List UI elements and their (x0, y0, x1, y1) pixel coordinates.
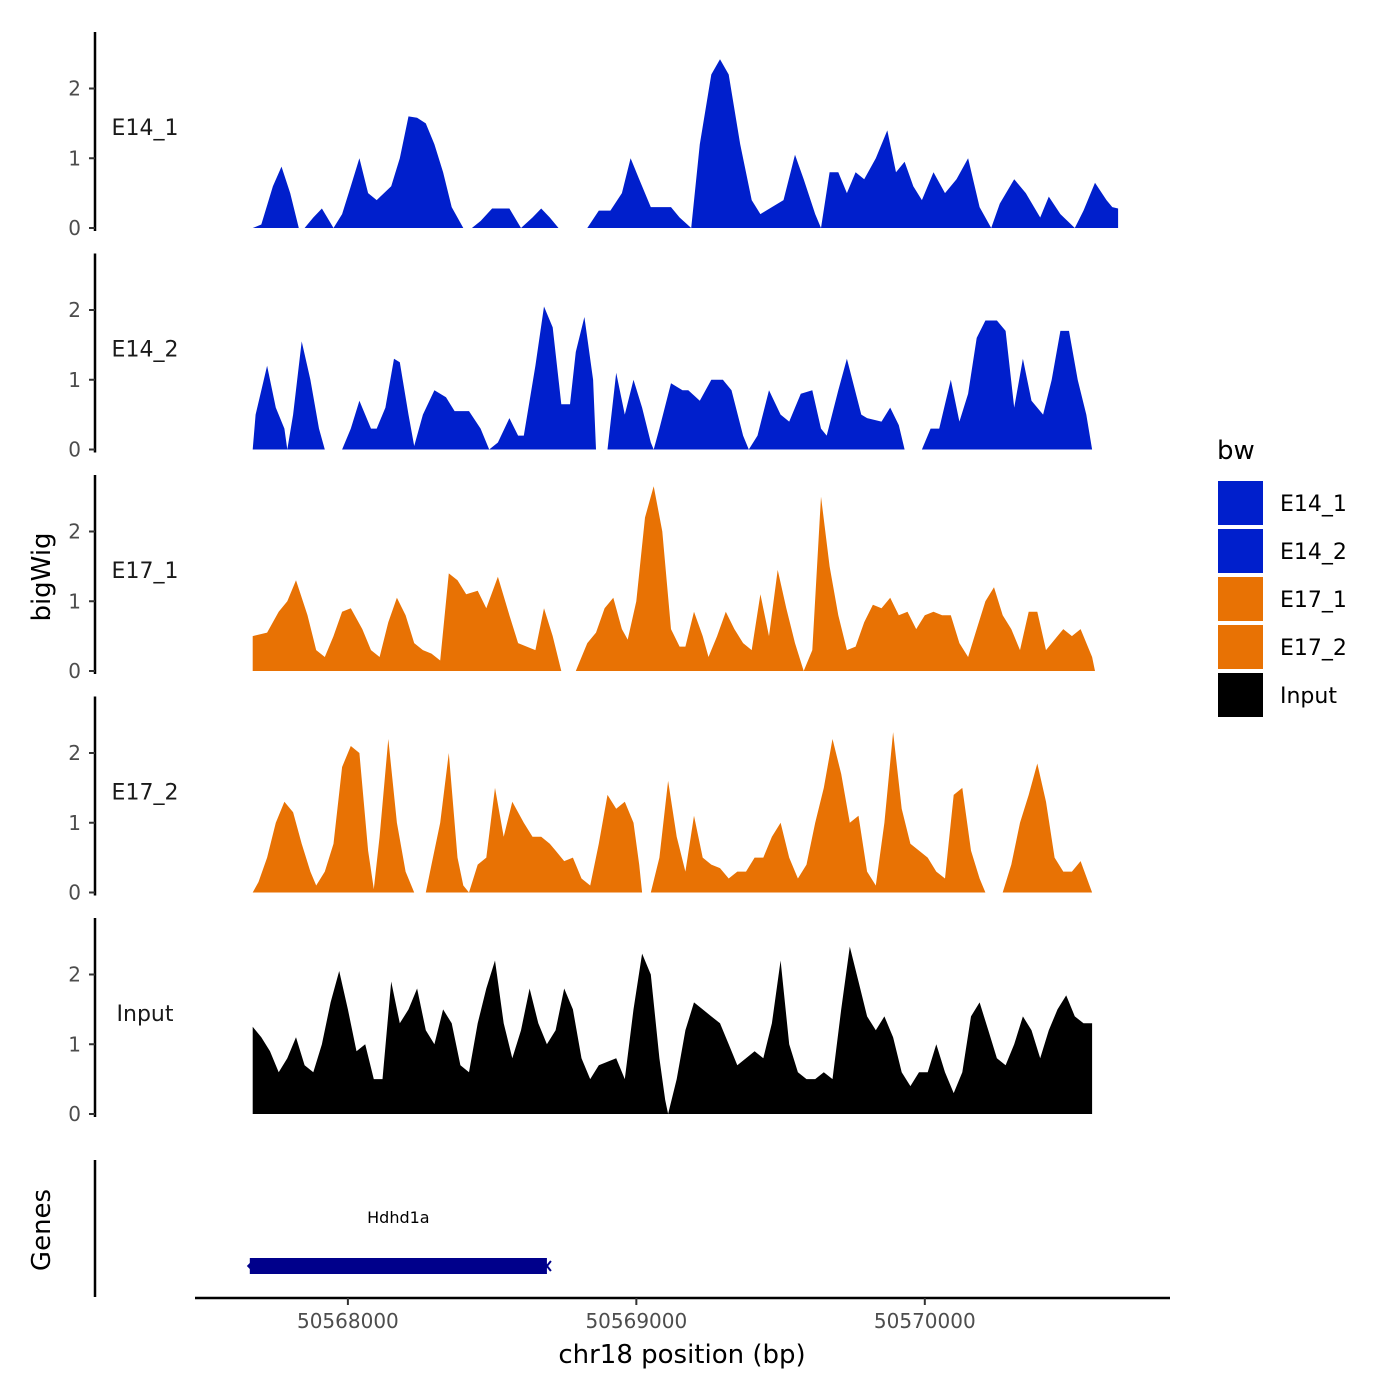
x-tick-label: 50570000 (874, 1309, 976, 1333)
y-tick-label: 2 (68, 298, 81, 322)
y-tick-label: 1 (68, 589, 81, 613)
legend-label: E17_2 (1280, 636, 1347, 661)
gene-label: Hdhd1a (367, 1208, 429, 1227)
track-label: E14_1 (112, 116, 179, 141)
y-tick-label: 1 (68, 146, 81, 170)
track-e14-2: 0 1 2 E14_2 (68, 253, 1093, 462)
x-axis-title: chr18 position (bp) (558, 1340, 805, 1370)
track-area-e14-1 (252, 59, 1119, 229)
gene-start-arrow-icon (246, 1261, 252, 1271)
y-tick-label: 1 (68, 1032, 81, 1056)
gene-end-cross-icon (542, 1260, 552, 1272)
y-tick-label: 0 (68, 659, 81, 683)
gene-panel-title: Genes (27, 1189, 57, 1271)
legend-entry-input: Input (1218, 673, 1337, 717)
y-tick-label: 2 (68, 963, 81, 987)
track-area-e14-2 (252, 306, 1093, 450)
legend-title: bw (1217, 436, 1255, 466)
y-tick-label: 1 (68, 811, 81, 835)
tracks-layer: 0 1 2 E14_1 0 1 2 E14_2 0 1 2 E17_1 0 1 2 E17_2 0 1 2 Input (68, 32, 1119, 1126)
legend-label: E17_1 (1280, 588, 1347, 613)
y-tick-label: 2 (68, 520, 81, 544)
y-tick-label: 0 (68, 216, 81, 240)
track-label: E17_1 (112, 559, 179, 584)
legend-swatch (1218, 625, 1263, 669)
y-axis-title: bigWig (27, 532, 57, 621)
track-label: E17_2 (112, 780, 179, 805)
track-e17-1: 0 1 2 E17_1 (68, 475, 1095, 683)
y-tick-label: 0 (68, 881, 81, 905)
x-tick-label: 50569000 (585, 1309, 687, 1333)
legend-swatch (1218, 577, 1263, 621)
track-e14-1: 0 1 2 E14_1 (68, 32, 1119, 240)
track-label: E14_2 (112, 337, 179, 362)
legend-swatch (1218, 481, 1263, 525)
y-tick-label: 0 (68, 438, 81, 462)
legend-label: E14_1 (1280, 492, 1347, 517)
legend-entry-e14-1: E14_1 (1218, 481, 1347, 525)
x-axis: 50568000 50569000 50570000 (195, 1296, 1170, 1333)
y-tick-label: 2 (68, 741, 81, 765)
legend-label: Input (1280, 684, 1337, 709)
gene-panel: Hdhd1a (93, 1160, 552, 1297)
legend-entry-e14-2: E14_2 (1218, 529, 1347, 573)
legend: bw E14_1 E14_2 E17_1 E17_2 Input (1217, 436, 1347, 717)
legend-entry-e17-1: E17_1 (1218, 577, 1347, 621)
track-area-e17-1 (252, 486, 1095, 671)
track-area-input (252, 946, 1093, 1114)
legend-entry-e17-2: E17_2 (1218, 625, 1347, 669)
legend-label: E14_2 (1280, 540, 1347, 565)
y-tick-label: 0 (68, 1102, 81, 1126)
track-label: Input (117, 1002, 174, 1027)
track-area-e17-2 (252, 732, 1093, 893)
gene-body (249, 1258, 547, 1274)
gene-hdhd1a: Hdhd1a (246, 1208, 552, 1274)
y-tick-label: 1 (68, 368, 81, 392)
legend-swatch (1218, 673, 1263, 717)
track-input: 0 1 2 Input (68, 918, 1093, 1126)
track-e17-2: 0 1 2 E17_2 (68, 696, 1093, 905)
legend-swatch (1218, 529, 1263, 573)
x-tick-label: 50568000 (297, 1309, 399, 1333)
y-tick-label: 2 (68, 77, 81, 101)
